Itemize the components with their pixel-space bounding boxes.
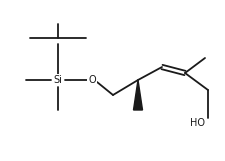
Text: Si: Si bbox=[53, 75, 62, 85]
Text: O: O bbox=[88, 75, 95, 85]
Text: HO: HO bbox=[189, 118, 204, 128]
Polygon shape bbox=[133, 80, 142, 110]
